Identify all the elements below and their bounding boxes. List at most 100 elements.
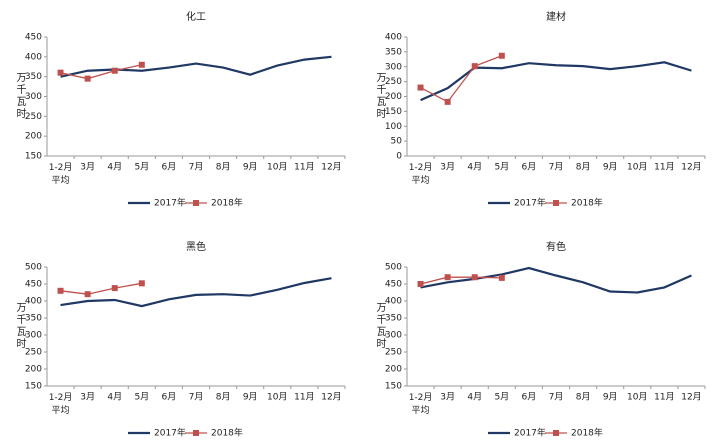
y-tick-label: 0 [396, 152, 402, 162]
y-tick-label: 300 [385, 62, 402, 72]
x-tick-label: 9月 [243, 392, 258, 403]
chart-title: 化工 [186, 10, 206, 23]
x-tick-label: 11月 [294, 392, 314, 403]
x-tick-label: 3月 [440, 162, 455, 173]
data-point [111, 67, 118, 74]
x-tick-label: 9月 [603, 162, 618, 173]
legend-label: 2018年 [211, 197, 243, 209]
x-tick-label: 10月 [627, 392, 647, 403]
data-point [417, 84, 424, 91]
y-tick-label: 300 [25, 92, 42, 102]
y-tick-label: 300 [385, 331, 402, 341]
data-point [471, 63, 478, 70]
y-tick-label: 450 [25, 280, 42, 290]
x-tick-label: 7月 [549, 162, 564, 173]
x-tick-label: 4月 [467, 162, 482, 173]
y-tick-label: 450 [385, 280, 402, 290]
x-tick-label: 5月 [494, 162, 509, 173]
legend-label: 2017年 [514, 427, 546, 439]
data-point [57, 69, 64, 76]
x-tick-label: 11月 [294, 162, 314, 173]
x-tick-label: 3月 [80, 162, 95, 173]
y-tick-label: 150 [385, 107, 402, 117]
legend-label: 2017年 [154, 427, 186, 439]
data-point [498, 52, 505, 59]
x-tick-label: 7月 [189, 392, 204, 403]
y-tick-label: 250 [385, 77, 402, 87]
x-tick-label: 4月 [467, 392, 482, 403]
legend-label: 2018年 [571, 427, 603, 439]
x-tick-label: 5月 [134, 162, 149, 173]
x-tick-label: 4月 [107, 162, 122, 173]
y-tick-label: 500 [25, 263, 42, 273]
y-tick-label: 250 [25, 348, 42, 358]
y-tick-label: 200 [25, 365, 42, 375]
x-tick-label: 1-2月平均 [49, 162, 73, 186]
y-tick-label: 50 [391, 137, 403, 147]
chart-title: 建材 [546, 10, 566, 23]
y-tick-label: 400 [25, 52, 42, 62]
data-point [471, 274, 478, 281]
y-tick-label: 350 [385, 47, 402, 57]
y-tick-label: 350 [385, 314, 402, 324]
data-point [84, 75, 91, 82]
x-tick-label: 10月 [267, 162, 287, 173]
series-line [60, 55, 332, 78]
series-line [420, 55, 503, 103]
y-tick-label: 400 [385, 33, 402, 43]
y-tick-label: 200 [385, 365, 402, 375]
legend-marker [193, 200, 199, 206]
x-tick-label: 6月 [162, 392, 177, 403]
y-tick-label: 350 [25, 72, 42, 82]
y-tick-label: 100 [385, 122, 402, 132]
data-point [444, 274, 451, 281]
data-point [138, 280, 145, 287]
chart-title: 有色 [546, 240, 566, 253]
y-axis-label: 万千瓦时 [14, 72, 26, 120]
data-point [498, 274, 505, 281]
x-tick-label: 5月 [494, 392, 509, 403]
y-axis-label: 万千瓦时 [374, 72, 386, 120]
y-tick-label: 150 [25, 152, 42, 162]
x-tick-label: 1-2月平均 [49, 392, 73, 416]
series-line [420, 266, 692, 294]
x-tick-label: 8月 [216, 162, 231, 173]
y-tick-label: 250 [25, 112, 42, 122]
x-tick-label: 3月 [80, 392, 95, 403]
x-tick-label: 5月 [134, 392, 149, 403]
data-point [417, 281, 424, 287]
x-tick-label: 8月 [576, 162, 591, 173]
legend-label: 2017年 [514, 197, 546, 209]
y-tick-label: 300 [25, 331, 42, 341]
x-tick-label: 6月 [522, 162, 537, 173]
data-point [57, 287, 64, 294]
series-line [60, 64, 142, 80]
y-tick-label: 200 [25, 132, 42, 142]
data-point [444, 98, 451, 105]
legend-label: 2018年 [211, 427, 243, 439]
x-tick-label: 7月 [189, 162, 204, 173]
x-tick-label: 12月 [321, 392, 341, 403]
x-tick-label: 12月 [321, 162, 341, 173]
y-axis-label: 万千瓦时 [14, 302, 26, 350]
data-point [111, 285, 118, 292]
x-tick-label: 8月 [576, 392, 591, 403]
x-tick-label: 8月 [216, 392, 231, 403]
legend-marker [553, 200, 559, 206]
legend-marker [553, 430, 559, 436]
y-tick-label: 450 [25, 33, 42, 43]
x-tick-label: 10月 [627, 162, 647, 173]
x-tick-label: 12月 [681, 392, 701, 403]
x-tick-label: 10月 [267, 392, 287, 403]
series-line [420, 61, 692, 102]
data-point [84, 291, 91, 298]
x-tick-label: 9月 [603, 392, 618, 403]
x-tick-label: 9月 [243, 162, 258, 173]
x-tick-label: 3月 [440, 392, 455, 403]
legend-label: 2017年 [154, 197, 186, 209]
